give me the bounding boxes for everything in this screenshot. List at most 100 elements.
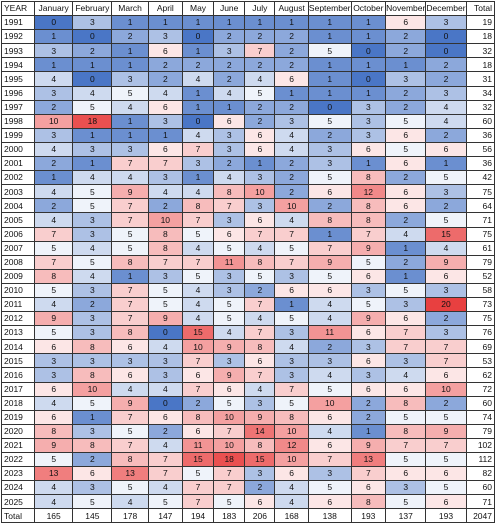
row-year-label: 2010 <box>0 282 36 298</box>
heatmap-cell: 4 <box>274 494 309 510</box>
heatmap-cell: 3 <box>274 268 309 284</box>
row-total: 56 <box>465 141 495 158</box>
heatmap-cell: 3 <box>244 466 276 482</box>
heatmap-cell: 4 <box>111 170 149 186</box>
row-year-label: 2003 <box>0 184 36 200</box>
header-july: July <box>244 0 276 17</box>
heatmap-cell: 3 <box>72 212 113 228</box>
heatmap-cell: 7 <box>34 254 74 270</box>
row-year-label: 1992 <box>0 29 36 45</box>
row-year-label: 1993 <box>0 43 36 59</box>
heatmap-cell: 7 <box>111 437 149 454</box>
row-year-label: 2006 <box>0 226 36 242</box>
heatmap-cell: 2 <box>244 282 276 298</box>
heatmap-cell: 4 <box>213 325 246 341</box>
heatmap-cell: 1 <box>111 57 149 73</box>
heatmap-cell: 6 <box>350 141 387 158</box>
row-year-label: 2001 <box>0 156 36 172</box>
heatmap-cell: 1 <box>181 99 215 115</box>
heatmap-cell: 7 <box>425 353 467 369</box>
heatmap-cell: 0 <box>147 395 183 411</box>
row-year-label: 2013 <box>0 325 36 341</box>
heatmap-cell: 1 <box>350 57 387 73</box>
row-year-label: 1995 <box>0 71 36 87</box>
heatmap-cell: 5 <box>72 395 113 411</box>
heatmap-cell: 1 <box>213 15 246 31</box>
heatmap-cell: 3 <box>213 127 246 143</box>
heatmap-cell: 3 <box>213 268 246 284</box>
heatmap-cell: 1 <box>244 15 276 31</box>
heatmap-cell: 2 <box>34 156 74 172</box>
row-year-label: 2012 <box>0 311 36 327</box>
heatmap-cell: 5 <box>181 466 215 482</box>
heatmap-cell: 6 <box>385 184 427 200</box>
heatmap-cell: 4 <box>425 240 467 256</box>
heatmap-cell: 5 <box>34 240 74 256</box>
heatmap-cell: 13 <box>34 466 74 482</box>
heatmap-cell: 3 <box>147 113 183 129</box>
heatmap-cell: 7 <box>244 226 276 242</box>
heatmap-cell: 5 <box>213 311 246 327</box>
heatmap-cell: 5 <box>425 212 467 228</box>
heatmap-cell: 2 <box>72 43 113 59</box>
heatmap-cell: 6 <box>307 409 352 425</box>
row-year-label: 1991 <box>0 15 36 31</box>
table-row: 1995 4 0 3 2 4 2 4 6 1 0 3 2 31 <box>0 71 495 87</box>
heatmap-cell: 5 <box>307 268 352 284</box>
heatmap-cell: 7 <box>385 437 427 454</box>
heatmap-cell: 13 <box>350 451 387 468</box>
table-row: 2001 2 1 7 7 3 2 1 2 3 1 6 1 36 <box>0 156 495 172</box>
row-year-label: 2023 <box>0 466 36 482</box>
heatmap-cell: 6 <box>213 226 246 242</box>
heatmap-cell: 5 <box>274 395 309 411</box>
column-total: 168 <box>274 508 309 523</box>
table-row: 2024 4 3 5 4 7 7 2 4 5 6 3 5 60 <box>0 480 495 496</box>
heatmap-cell: 4 <box>425 99 467 115</box>
heatmap-cell: 2 <box>147 71 183 87</box>
heatmap-cell: 3 <box>213 141 246 158</box>
heatmap-cell: 7 <box>350 226 387 242</box>
column-total: 138 <box>307 508 352 523</box>
heatmap-cell: 8 <box>385 395 427 411</box>
heatmap-cell: 2 <box>425 57 467 73</box>
heatmap-cell: 2 <box>425 198 467 214</box>
heatmap-cell: 11 <box>181 437 215 454</box>
heatmap-cell: 5 <box>34 282 74 298</box>
heatmap-cell: 2 <box>34 99 74 115</box>
heatmap-cell: 8 <box>72 437 113 454</box>
heatmap-cell: 5 <box>147 494 183 510</box>
heatmap-cell: 4 <box>111 381 149 397</box>
heatmap-cell: 1 <box>307 71 352 87</box>
heatmap-cell: 4 <box>147 184 183 200</box>
column-total: 194 <box>181 508 215 523</box>
row-year-label: 2011 <box>0 296 36 313</box>
row-total: 60 <box>465 480 495 496</box>
table-row: 2013 5 3 8 0 15 4 7 3 11 6 7 3 76 <box>0 325 495 341</box>
heatmap-cell: 6 <box>385 198 427 214</box>
heatmap-cell: 7 <box>181 141 215 158</box>
row-total: 102 <box>465 437 495 454</box>
table-row: 1991 0 3 1 1 1 1 1 1 1 1 6 3 19 <box>0 15 495 31</box>
heatmap-cell: 1 <box>147 127 183 143</box>
table-row: 2006 7 3 5 8 5 6 7 7 1 7 4 15 75 <box>0 226 495 242</box>
heatmap-cell: 1 <box>244 156 276 172</box>
row-year-label: 2005 <box>0 212 36 228</box>
header-row: YEAR January February March April May June July… <box>0 0 495 17</box>
heatmap-cell: 4 <box>274 339 309 355</box>
heatmap-cell: 4 <box>34 141 74 158</box>
heatmap-cell: 6 <box>111 367 149 383</box>
heatmap-cell: 6 <box>307 437 352 454</box>
heatmap-cell: 7 <box>244 367 276 383</box>
heatmap-cell: 7 <box>34 226 74 242</box>
heatmap-cell: 8 <box>244 254 276 270</box>
heatmap-cell: 9 <box>34 437 74 454</box>
table-row: 2002 1 4 4 3 1 4 3 2 5 8 2 5 42 <box>0 170 495 186</box>
heatmap-cell: 3 <box>34 353 74 369</box>
row-year-label: 2002 <box>0 170 36 186</box>
heatmap-cell: 4 <box>274 127 309 143</box>
row-total: 32 <box>465 99 495 115</box>
heatmap-cell: 10 <box>274 451 309 468</box>
heatmap-cell: 1 <box>307 29 352 45</box>
heatmap-cell: 8 <box>34 268 74 284</box>
heatmap-cell: 6 <box>147 409 183 425</box>
